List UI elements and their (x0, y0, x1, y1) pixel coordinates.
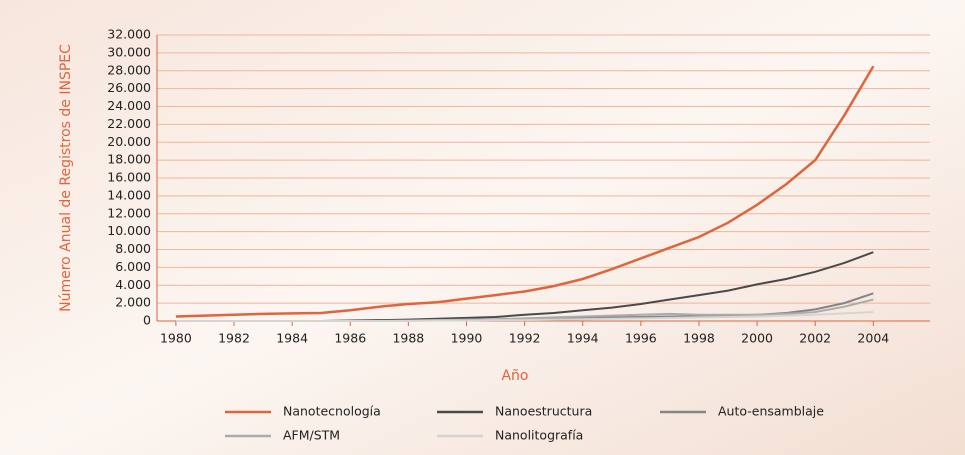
legend-label: Auto-ensamblaje (718, 404, 824, 419)
x-tick-label: 1998 (683, 331, 715, 346)
x-tick-label: 1984 (276, 331, 308, 346)
x-tick-label: 1996 (625, 331, 657, 346)
legend-label: Nanoestructura (495, 404, 592, 419)
series-line (175, 65, 875, 318)
y-tick-label: 30.000 (107, 44, 151, 59)
x-tick-label: 1994 (567, 331, 599, 346)
y-axis-title: Número Anual de Registros de INSPEC (58, 44, 74, 312)
y-tick-label: 0 (143, 313, 151, 328)
x-tick-label: 2004 (857, 331, 889, 346)
x-tick-label: 1990 (451, 331, 483, 346)
y-tick-label: 24.000 (107, 98, 151, 113)
x-tick-label: 1982 (218, 331, 250, 346)
x-axis-title: Año (501, 368, 528, 384)
legend-label: Nanotecnología (283, 404, 381, 419)
y-tick-label: 4.000 (115, 277, 151, 292)
y-tick-label: 28.000 (107, 62, 151, 77)
series-line (175, 311, 874, 322)
y-tick-label: 6.000 (115, 259, 151, 274)
y-tick-label: 2.000 (115, 295, 151, 310)
y-tick-label: 16.000 (107, 170, 151, 185)
y-tick-label: 10.000 (107, 223, 151, 238)
y-tick-label: 20.000 (107, 134, 151, 149)
y-tick-label: 18.000 (107, 152, 151, 167)
legend-label: AFM/STM (283, 428, 340, 443)
y-tick-label: 14.000 (107, 187, 151, 202)
y-tick-label: 22.000 (107, 116, 151, 131)
y-tick-label: 8.000 (115, 241, 151, 256)
x-tick-label: 1992 (509, 331, 541, 346)
legend-label: Nanolitografía (495, 428, 583, 443)
x-tick-label: 1988 (392, 331, 424, 346)
y-tick-label: 26.000 (107, 80, 151, 95)
y-tick-label: 12.000 (107, 205, 151, 220)
x-tick-label: 2002 (799, 331, 831, 346)
x-tick-label: 1980 (160, 331, 192, 346)
y-tick-label: 32.000 (107, 27, 151, 42)
x-tick-label: 2000 (741, 331, 773, 346)
x-tick-label: 1986 (334, 331, 366, 346)
